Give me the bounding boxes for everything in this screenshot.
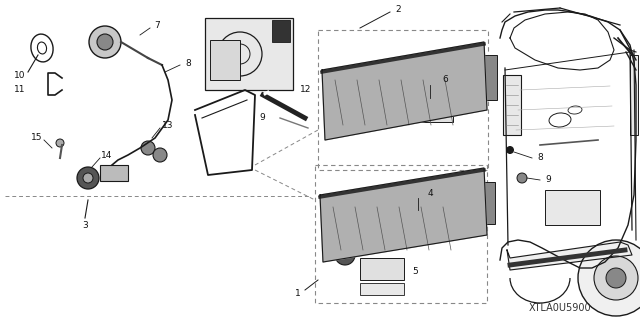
Circle shape — [594, 256, 638, 300]
Text: 7: 7 — [154, 20, 160, 29]
Bar — [315, 165, 487, 303]
Circle shape — [506, 146, 514, 154]
Text: 1: 1 — [295, 290, 301, 299]
Bar — [318, 30, 488, 170]
Text: 2: 2 — [395, 5, 401, 14]
Text: 8: 8 — [537, 153, 543, 162]
Text: 3: 3 — [82, 220, 88, 229]
Text: 14: 14 — [101, 151, 113, 160]
Text: 11: 11 — [14, 85, 26, 94]
Circle shape — [83, 173, 93, 183]
Text: 4: 4 — [427, 189, 433, 197]
Circle shape — [141, 141, 155, 155]
Circle shape — [56, 139, 64, 147]
Text: 10: 10 — [14, 70, 26, 79]
Text: 15: 15 — [31, 132, 43, 142]
Text: 5: 5 — [412, 268, 418, 277]
Bar — [360, 258, 404, 280]
Circle shape — [517, 173, 527, 183]
Text: 12: 12 — [300, 85, 312, 94]
Circle shape — [153, 148, 167, 162]
Circle shape — [578, 240, 640, 316]
Bar — [100, 165, 128, 181]
Bar — [360, 283, 404, 295]
Bar — [475, 55, 497, 100]
Bar — [545, 190, 600, 225]
Polygon shape — [322, 42, 487, 140]
Bar — [503, 75, 521, 135]
Text: 8: 8 — [185, 58, 191, 68]
Text: 13: 13 — [163, 121, 173, 130]
Circle shape — [89, 26, 121, 58]
Text: 9: 9 — [259, 114, 265, 122]
Polygon shape — [320, 168, 487, 262]
Bar — [630, 55, 638, 135]
Polygon shape — [507, 242, 632, 270]
Bar — [210, 40, 240, 80]
Circle shape — [606, 268, 626, 288]
Text: 6: 6 — [442, 76, 448, 85]
Circle shape — [335, 245, 355, 265]
Circle shape — [97, 34, 113, 50]
Bar — [205, 18, 293, 90]
Text: XTLA0U5900: XTLA0U5900 — [529, 303, 591, 313]
Circle shape — [77, 167, 99, 189]
Bar — [475, 182, 495, 224]
Bar — [415, 100, 453, 122]
Bar — [272, 20, 290, 42]
Text: 9: 9 — [545, 175, 551, 184]
